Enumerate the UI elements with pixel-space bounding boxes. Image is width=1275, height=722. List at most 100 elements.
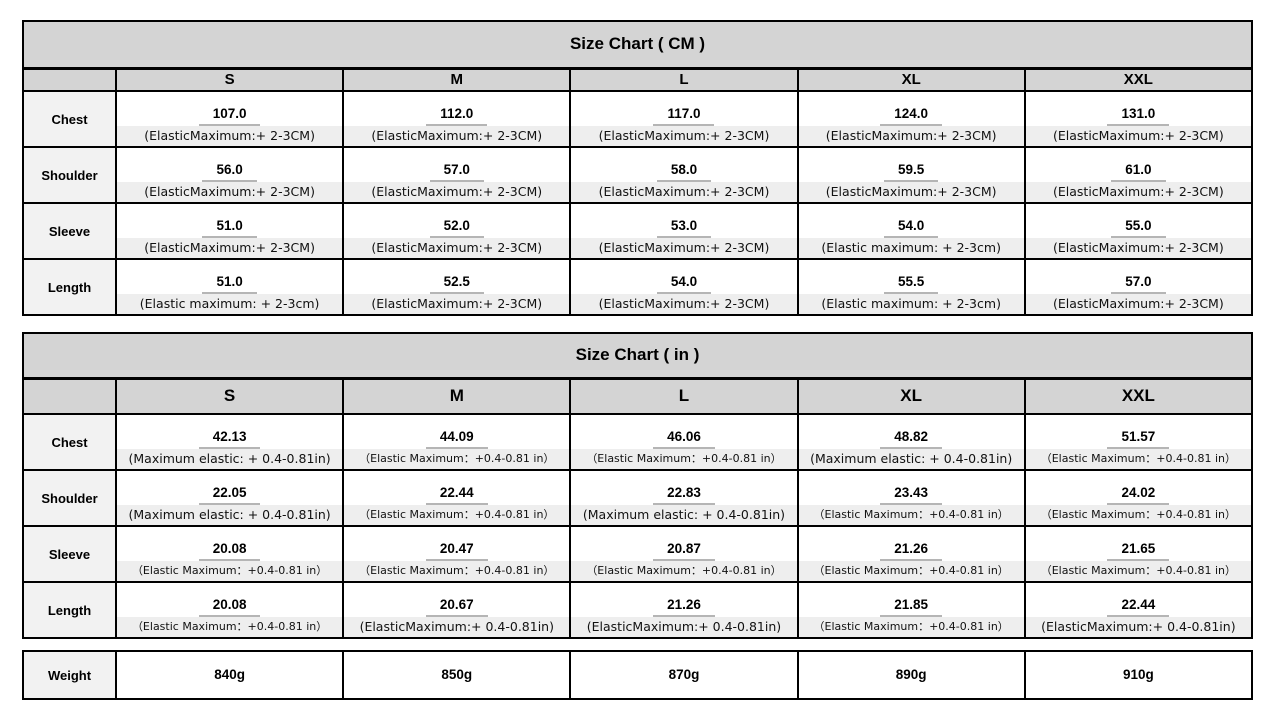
elastic-note: (Elastic maximum: + 2-3cm) [798, 294, 1024, 314]
measurement-value: 20.08 [198, 541, 261, 561]
row-label-chest: Chest [22, 413, 117, 471]
elastic-note: （Elastic Maximum：+0.4-0.81 in） [798, 561, 1024, 581]
elastic-note: (Maximum elastic: + 0.4-0.81in) [798, 449, 1024, 469]
measurement-value: 22.83 [653, 485, 715, 505]
measurement-cell: 58.0 (ElasticMaximum:+ 2-3CM) [569, 146, 799, 204]
elastic-note: (ElasticMaximum:+ 2-3CM) [1025, 126, 1251, 146]
measurement-cell: 20.67 (ElasticMaximum:+ 0.4-0.81in) [342, 581, 572, 639]
elastic-note: (ElasticMaximum:+ 2-3CM) [571, 294, 797, 314]
measurement-value: 21.26 [880, 541, 943, 561]
elastic-note: （Elastic Maximum：+0.4-0.81 in） [1025, 505, 1251, 525]
measurement-value-wrap: 21.26 [571, 583, 796, 617]
elastic-note: (ElasticMaximum:+ 2-3CM) [798, 126, 1024, 146]
elastic-note: (Maximum elastic: + 0.4-0.81in) [117, 505, 343, 525]
size-column-header-xxl: XXL [1023, 67, 1254, 92]
measurement-value-wrap: 850g [344, 652, 569, 698]
measurement-value-wrap: 24.02 [1026, 471, 1251, 505]
measurement-value: 20.08 [198, 597, 261, 617]
measurement-value-wrap: 46.06 [571, 415, 796, 449]
measurement-value-wrap: 57.0 [1026, 260, 1251, 294]
measurement-value: 23.43 [880, 485, 943, 505]
measurement-value: 910g [1122, 666, 1154, 682]
row-label-shoulder: Shoulder [22, 469, 117, 527]
measurement-value: 58.0 [656, 162, 712, 182]
measurement-cell: 52.0 (ElasticMaximum:+ 2-3CM) [342, 202, 572, 260]
measurement-cell: 21.85 （Elastic Maximum：+0.4-0.81 in） [796, 581, 1026, 639]
elastic-note: (ElasticMaximum:+ 2-3CM) [344, 294, 570, 314]
elastic-note: （Elastic Maximum：+0.4-0.81 in） [344, 449, 570, 469]
measurement-cell: 57.0 (ElasticMaximum:+ 2-3CM) [342, 146, 572, 204]
size-column-header-l: L [569, 377, 799, 415]
elastic-note: (ElasticMaximum:+ 0.4-0.81in) [571, 617, 797, 637]
measurement-value: 51.0 [202, 218, 257, 238]
size-header-row: S M L XL XXL [22, 377, 1254, 415]
elastic-note: (ElasticMaximum:+ 2-3CM) [798, 182, 1024, 202]
measurement-value-wrap: 124.0 [799, 92, 1024, 126]
table-row-sleeve: Sleeve 51.0 (ElasticMaximum:+ 2-3CM) 52.0 (E… [22, 202, 1254, 260]
measurement-value-wrap: 107.0 [117, 92, 342, 126]
measurement-cell: 42.13 (Maximum elastic: + 0.4-0.81in) [114, 413, 345, 471]
table-row-length: Length 20.08 （Elastic Maximum：+0.4-0.81 in… [22, 581, 1254, 639]
measurement-value: 112.0 [426, 106, 488, 126]
measurement-value: 51.0 [202, 274, 257, 294]
measurement-cell: 61.0 (ElasticMaximum:+ 2-3CM) [1023, 146, 1254, 204]
measurement-value: 21.85 [880, 597, 943, 617]
table-row-chest: Chest 107.0 (ElasticMaximum:+ 2-3CM) 112.0(… [22, 90, 1254, 148]
measurement-value: 54.0 [884, 218, 939, 238]
measurement-value: 20.47 [425, 541, 488, 561]
measurement-value-wrap: 20.87 [571, 527, 796, 561]
elastic-note: (ElasticMaximum:+ 0.4-0.81in) [1025, 617, 1251, 637]
corner-cell [22, 377, 117, 415]
measurement-value-wrap: 56.0 [117, 148, 342, 182]
measurement-value: 840g [214, 666, 245, 682]
measurement-cell: 53.0 (ElasticMaximum:+ 2-3CM) [569, 202, 799, 260]
elastic-note: （Elastic Maximum：+0.4-0.81 in） [344, 505, 570, 525]
elastic-note: (ElasticMaximum:+ 0.4-0.81in) [344, 617, 570, 637]
measurement-cell: 20.87 （Elastic Maximum：+0.4-0.81 in） [569, 525, 799, 583]
measurement-value: 53.0 [656, 218, 712, 238]
measurement-value: 890g [895, 666, 927, 682]
elastic-note: (Maximum elastic: + 0.4-0.81in) [571, 505, 797, 525]
row-label-length: Length [22, 258, 117, 316]
measurement-value: 21.26 [653, 597, 715, 617]
measurement-value-wrap: 20.08 [117, 583, 342, 617]
measurement-value: 22.05 [198, 485, 261, 505]
measurement-value-wrap: 117.0 [571, 92, 796, 126]
measurement-cell: 112.0 (ElasticMaximum:+ 2-3CM) [342, 90, 572, 148]
table-row-shoulder: Shoulder 22.05 (Maximum elastic: + 0.4-0.8… [22, 469, 1254, 527]
elastic-note: （Elastic Maximum：+0.4-0.81 in） [117, 561, 343, 581]
elastic-note: (ElasticMaximum:+ 2-3CM) [1025, 238, 1251, 258]
measurement-value: 57.0 [429, 162, 484, 182]
measurement-value-wrap: 22.44 [344, 471, 569, 505]
weight-table: Weight 840g 850g 870g 890g 910g [22, 650, 1254, 700]
elastic-note: (ElasticMaximum:+ 2-3CM) [117, 238, 343, 258]
elastic-note: （Elastic Maximum：+0.4-0.81 in） [344, 561, 570, 581]
table-row-sleeve: Sleeve 20.08 （Elastic Maximum：+0.4-0.81 in… [22, 525, 1254, 583]
size-column-header-xxl: XXL [1023, 377, 1254, 415]
measurement-cell: 44.09 （Elastic Maximum：+0.4-0.81 in） [342, 413, 572, 471]
size-column-header-s: S [114, 67, 345, 92]
measurement-cell: 21.26 （Elastic Maximum：+0.4-0.81 in） [796, 525, 1026, 583]
measurement-cell: 22.44 (ElasticMaximum:+ 0.4-0.81in) [1023, 581, 1254, 639]
measurement-value-wrap: 890g [799, 652, 1024, 698]
measurement-value-wrap: 131.0 [1026, 92, 1251, 126]
measurement-value-wrap: 21.26 [799, 527, 1024, 561]
measurement-value-wrap: 20.67 [344, 583, 569, 617]
size-column-header-xl: XL [796, 377, 1026, 415]
elastic-note: （Elastic Maximum：+0.4-0.81 in） [1025, 449, 1251, 469]
measurement-value-wrap: 58.0 [571, 148, 796, 182]
measurement-cell: 21.26 (ElasticMaximum:+ 0.4-0.81in) [569, 581, 799, 639]
measurement-cell: 52.5 (ElasticMaximum:+ 2-3CM) [342, 258, 572, 316]
measurement-cell: 22.83 (Maximum elastic: + 0.4-0.81in) [569, 469, 799, 527]
measurement-cell: 117.0 (ElasticMaximum:+ 2-3CM) [569, 90, 799, 148]
measurement-value: 57.0 [1111, 274, 1166, 294]
measurement-cell: 46.06 （Elastic Maximum：+0.4-0.81 in） [569, 413, 799, 471]
elastic-note: (Elastic maximum: + 2-3cm) [117, 294, 343, 314]
measurement-value: 20.87 [653, 541, 715, 561]
measurement-value: 52.0 [429, 218, 484, 238]
measurement-value: 22.44 [425, 485, 488, 505]
elastic-note: （Elastic Maximum：+0.4-0.81 in） [798, 505, 1024, 525]
measurement-value: 52.5 [429, 274, 484, 294]
measurement-value-wrap: 42.13 [117, 415, 342, 449]
